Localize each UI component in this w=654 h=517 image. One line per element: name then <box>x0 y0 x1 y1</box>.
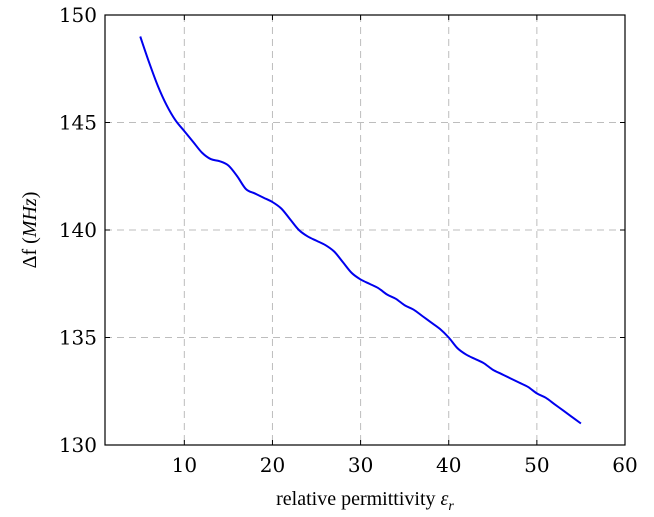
tick-marks <box>105 14 626 446</box>
x-tick-label: 50 <box>524 453 549 477</box>
x-tick-label: 20 <box>260 453 285 477</box>
x-tick-label: 40 <box>436 453 461 477</box>
x-tick-label: 10 <box>172 453 197 477</box>
grid-lines <box>105 15 625 445</box>
y-tick-label: 150 <box>59 3 97 27</box>
y-tick-label: 140 <box>59 218 97 242</box>
series-line <box>139 36 582 425</box>
x-axis-label: relative permittivity εr <box>276 488 454 514</box>
x-tick-label: 60 <box>612 453 637 477</box>
x-tick-labels: 10 20 30 40 50 60 <box>172 453 638 477</box>
y-tick-label: 145 <box>59 111 97 135</box>
x-tick-label: 30 <box>348 453 373 477</box>
y-axis-label: Δf (MHz) <box>19 192 41 269</box>
y-tick-labels: 130 135 140 145 150 <box>59 3 97 457</box>
series-layer <box>139 36 582 425</box>
y-tick-label: 130 <box>59 433 97 457</box>
y-tick-label: 135 <box>59 326 97 350</box>
